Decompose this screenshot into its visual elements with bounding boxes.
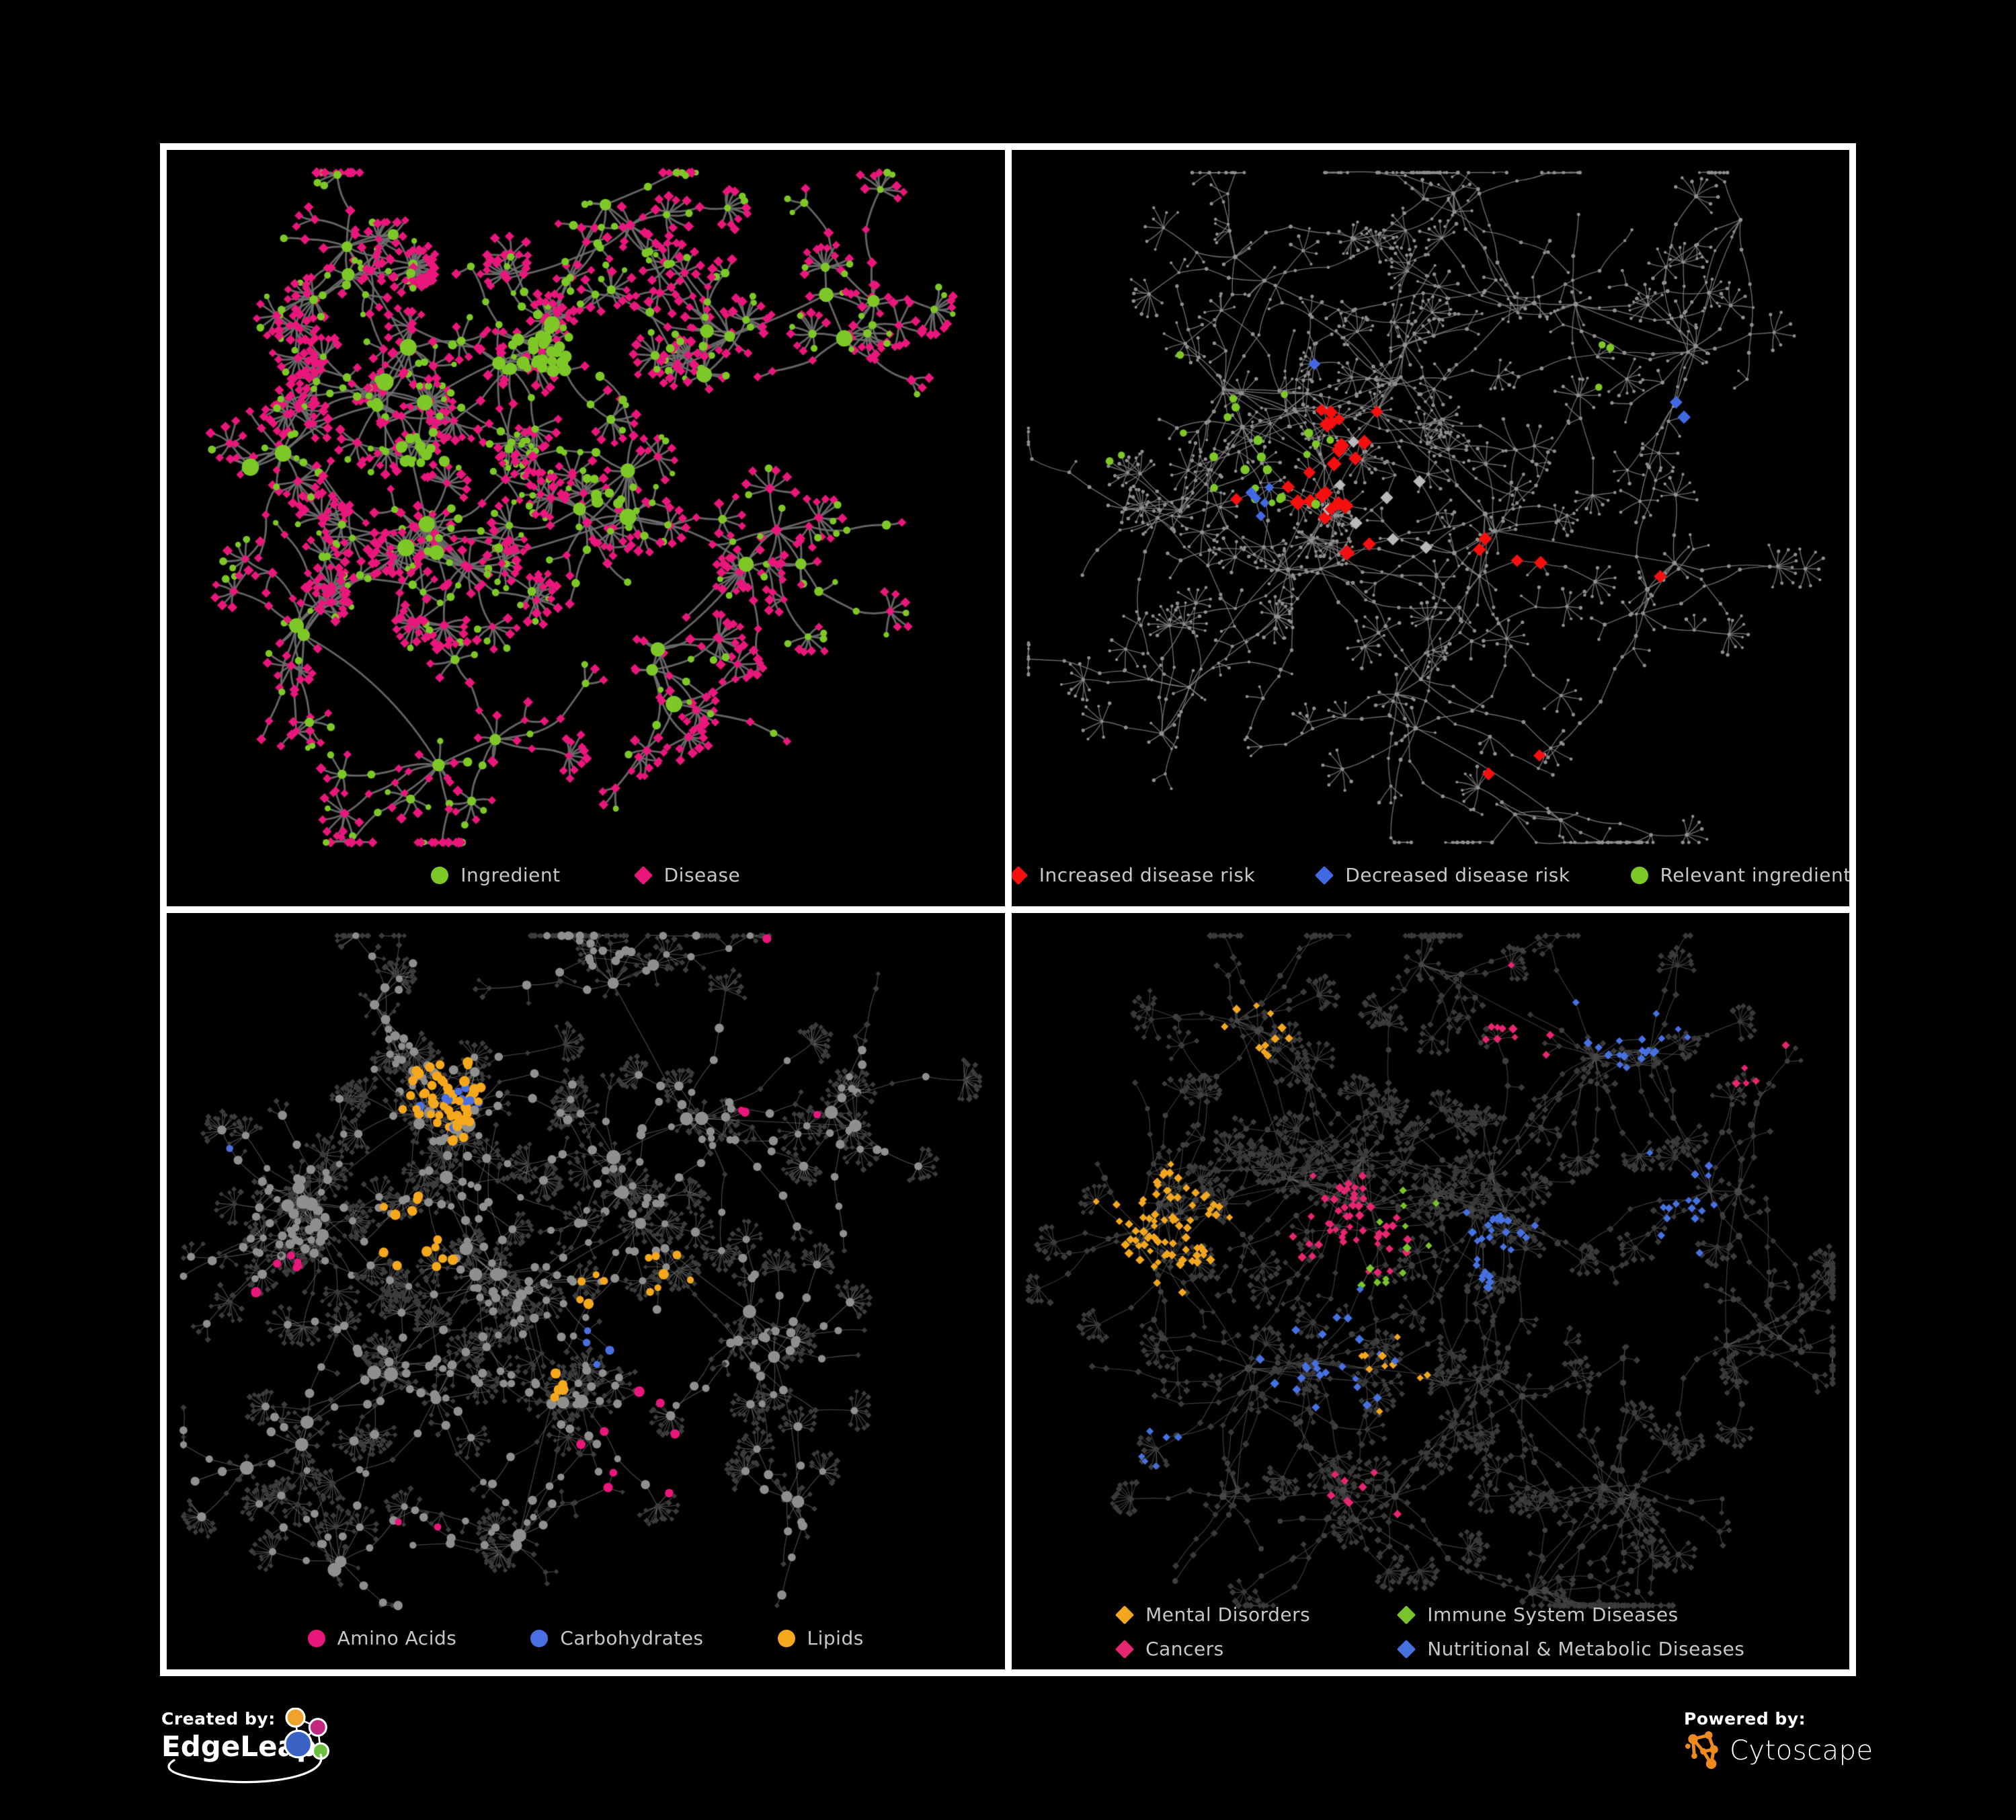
- panel-nutrient-classes: Amino Acids Carbohydrates Lipids: [167, 913, 1005, 1669]
- legend-item: Mental Disorders: [1115, 1604, 1311, 1626]
- network-canvas-disease-risk: [1011, 150, 1849, 906]
- legend-nutrient-classes: Amino Acids Carbohydrates Lipids: [167, 1627, 1005, 1649]
- legend-label: Decreased disease risk: [1345, 864, 1570, 886]
- circle-marker-icon: [1630, 866, 1648, 884]
- diamond-marker-icon: [1315, 865, 1334, 885]
- diamond-marker-icon: [1397, 1639, 1416, 1659]
- edgeleap-credit: Created by: EdgeLeap: [161, 1708, 511, 1817]
- cytoscape-credit: Powered by: Cytoscape: [1684, 1709, 1886, 1790]
- circle-marker-icon: [777, 1629, 795, 1647]
- legend-label: Ingredient: [460, 864, 561, 886]
- powered-by-label: Powered by:: [1684, 1709, 1806, 1729]
- legend-item: Lipids: [777, 1627, 864, 1649]
- legend-item: Immune System Diseases: [1397, 1604, 1744, 1626]
- edgeleap-node-orange-icon: [285, 1708, 306, 1728]
- legend-item: Decreased disease risk: [1315, 864, 1570, 886]
- diamond-marker-icon: [1115, 1605, 1135, 1624]
- legend-ingredient-disease: Ingredient Disease: [167, 864, 1005, 886]
- legend-item: Carbohydrates: [530, 1627, 703, 1649]
- cytoscape-logo-row: Cytoscape: [1684, 1729, 1873, 1772]
- legend-item: Disease: [633, 864, 741, 886]
- legend-label: Mental Disorders: [1145, 1604, 1311, 1626]
- legend-item: Amino Acids: [307, 1627, 457, 1649]
- circle-marker-icon: [307, 1629, 325, 1647]
- edgeleap-swoosh-icon: [167, 1753, 323, 1784]
- network-canvas-ingredient-disease: [167, 150, 1005, 906]
- cytoscape-logo-icon: [1685, 1731, 1718, 1770]
- edgeleap-node-blue-icon: [284, 1729, 313, 1759]
- legend-label: Amino Acids: [337, 1627, 457, 1649]
- edgeleap-network-logo-icon: [284, 1708, 329, 1760]
- diamond-marker-icon: [1115, 1639, 1135, 1659]
- cytoscape-wordmark: Cytoscape: [1730, 1735, 1873, 1766]
- legend-label: Carbohydrates: [560, 1627, 704, 1649]
- diamond-marker-icon: [633, 865, 653, 885]
- panel-disease-risk: Increased disease risk Decreased disease …: [1011, 150, 1849, 906]
- panel-disease-classes: Mental Disorders Immune System Diseases Ca…: [1011, 913, 1850, 1669]
- circle-marker-icon: [431, 866, 449, 884]
- legend-item: Ingredient: [431, 864, 560, 886]
- legend-label: Increased disease risk: [1039, 864, 1256, 886]
- legend-disease-classes: Mental Disorders Immune System Diseases Ca…: [1012, 1604, 1850, 1660]
- legend-label: Lipids: [807, 1627, 864, 1649]
- legend-label: Disease: [663, 864, 741, 886]
- edgeleap-node-magenta-icon: [308, 1718, 327, 1737]
- legend-item: Cancers: [1115, 1638, 1310, 1660]
- panel-ingredient-disease: Ingredient Disease: [167, 150, 1005, 906]
- circle-marker-icon: [530, 1629, 549, 1647]
- legend-item: Relevant ingredient: [1630, 864, 1849, 886]
- legend-item: Nutritional & Metabolic Diseases: [1397, 1638, 1745, 1660]
- created-by-label: Created by:: [161, 1709, 276, 1729]
- legend-disease-risk: Increased disease risk Decreased disease …: [1011, 864, 1849, 886]
- diamond-marker-icon: [1011, 865, 1028, 885]
- legend-label: Cancers: [1145, 1638, 1224, 1660]
- legend-label: Immune System Diseases: [1427, 1604, 1679, 1626]
- legend-label: Nutritional & Metabolic Diseases: [1427, 1638, 1745, 1660]
- diamond-marker-icon: [1397, 1605, 1416, 1624]
- network-canvas-nutrient-classes: [167, 913, 1005, 1669]
- legend-item: Increased disease risk: [1011, 864, 1256, 886]
- legend-label: Relevant ingredient: [1660, 864, 1849, 886]
- panel-grid: Ingredient Disease Increased disease risk…: [160, 143, 1856, 1676]
- network-canvas-disease-classes: [1011, 913, 1849, 1669]
